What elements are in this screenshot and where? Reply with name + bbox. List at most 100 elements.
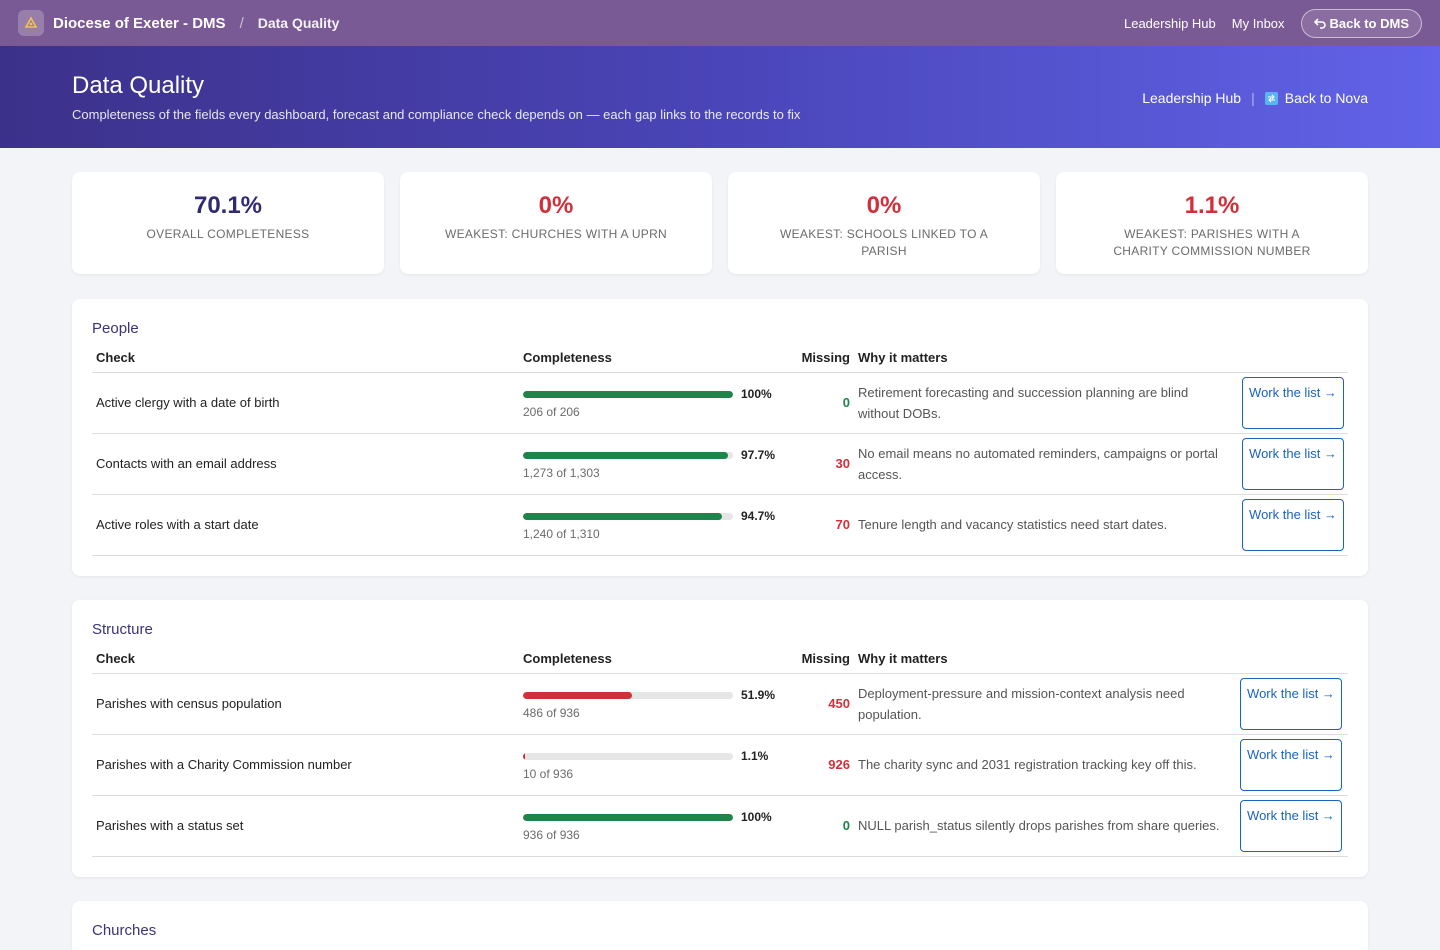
kpi-card-weakest-schools: 0% Weakest: Schools linked to a parish [728,172,1040,274]
why-it-matters: Tenure length and vacancy statistics nee… [854,494,1238,556]
completeness-cell: 206 of 206 100% [519,372,779,434]
work-the-list-button[interactable]: Work the list → [1240,677,1342,730]
record-count: 10 of 936 [523,766,574,781]
why-it-matters: Retirement forecasting and succession pl… [854,372,1238,434]
table-row: Parishes with a status set 936 of 936 100… [92,795,1348,857]
table-header-row: Check Completeness Missing Why it matter… [92,645,1348,674]
progress-bar [523,691,733,699]
check-name: Parishes with census population [92,673,519,735]
header-why: Why it matters [854,344,1238,373]
breadcrumb-separator: / [239,14,244,32]
breadcrumb-current: Data Quality [257,15,340,31]
why-it-matters: Deployment-pressure and mission-context … [854,673,1236,735]
record-count: 206 of 206 [523,404,580,419]
header-missing: Missing [779,344,854,373]
table-row: Active clergy with a date of birth 206 o… [92,372,1348,434]
table-row: Parishes with a Charity Commission numbe… [92,734,1348,796]
header-action [1238,344,1348,373]
completeness-percent: 1.1% [741,748,769,763]
record-count: 936 of 936 [523,827,580,842]
check-name: Contacts with an email address [92,433,519,495]
section-title: Structure [92,621,153,638]
header-link-leadership-hub[interactable]: Leadership Hub [1142,90,1242,106]
top-navbar: Diocese of Exeter - DMS / Data Quality L… [0,0,1440,46]
missing-count: 70 [779,494,854,556]
section-churches: Churches [72,901,1368,950]
check-name: Active clergy with a date of birth [92,372,519,434]
missing-count: 30 [779,433,854,495]
completeness-cell: 10 of 936 1.1% [519,734,779,796]
header-missing: Missing [779,645,854,674]
kpi-card-weakest-charity: 1.1% Weakest: Parishes with a Charity Co… [1056,172,1368,274]
progress-fill [523,813,733,821]
section-title: People [92,320,139,337]
completeness-percent: 100% [741,809,772,824]
back-to-dms-button[interactable]: Back to DMS [1300,8,1422,38]
work-the-list-button[interactable]: Work the list → [1242,498,1344,551]
table-header-row: Check Completeness Missing Why it matter… [92,344,1348,373]
kpi-label: Weakest: Schools linked to a parish [779,227,989,258]
why-it-matters: NULL parish_status silently drops parish… [854,795,1236,857]
completeness-cell: 1,240 of 1,310 94.7% [519,494,779,556]
page-title: Data Quality [72,72,205,99]
completeness-percent: 51.9% [741,687,776,702]
action-cell: Work the list → [1236,673,1348,735]
progress-bar [523,451,733,459]
work-the-list-button[interactable]: Work the list → [1240,738,1342,791]
section-title: Churches [92,922,157,939]
page-subtitle: Completeness of the fields every dashboa… [72,107,801,122]
action-cell: Work the list → [1238,494,1348,556]
record-count: 1,273 of 1,303 [523,465,600,480]
kpi-value: 0% [538,192,574,219]
missing-count: 450 [779,673,854,735]
header-link-separator: | [1251,90,1255,106]
checks-table: Check Completeness Missing Why it matter… [92,344,1348,556]
progress-fill [523,691,632,699]
nav-link-my-inbox[interactable]: My Inbox [1231,15,1285,31]
progress-fill [523,752,526,760]
completeness-percent: 100% [741,386,772,401]
diocese-logo-icon[interactable] [18,10,44,36]
progress-fill [523,451,729,459]
kpi-value: 1.1% [1184,192,1240,219]
header-why: Why it matters [854,645,1236,674]
table-row: Parishes with census population 486 of 9… [92,673,1348,735]
progress-bar [523,390,733,398]
check-name: Parishes with a Charity Commission numbe… [92,734,519,796]
nav-right-group: Leadership Hub My Inbox Back to DMS [1123,8,1422,38]
kpi-label: Weakest: Churches with a UPRN [444,227,668,241]
table-row: Contacts with an email address 1,273 of … [92,433,1348,495]
progress-fill [523,512,722,520]
work-the-list-button[interactable]: Work the list → [1240,799,1342,852]
action-cell: Work the list → [1236,734,1348,796]
completeness-cell: 486 of 936 51.9% [519,673,779,735]
header-links: Leadership Hub | Back to Nova [1142,90,1368,106]
record-count: 1,240 of 1,310 [523,526,600,541]
header-action [1236,645,1348,674]
kpi-value: 0% [866,192,902,219]
completeness-cell: 936 of 936 100% [519,795,779,857]
missing-count: 0 [779,372,854,434]
page-header: Data Quality Completeness of the fields … [0,46,1440,148]
section-structure: Structure Check Completeness Missing Why… [72,600,1368,877]
work-the-list-button[interactable]: Work the list → [1242,437,1344,490]
header-check: Check [92,344,519,373]
why-it-matters: The charity sync and 2031 registration t… [854,734,1236,796]
progress-bar [523,512,733,520]
progress-fill [523,390,733,398]
header-link-back-to-nova[interactable]: Back to Nova [1284,90,1368,106]
completeness-cell: 1,273 of 1,303 97.7% [519,433,779,495]
kpi-row: 70.1% Overall completeness 0% Weakest: C… [72,172,1368,274]
action-cell: Work the list → [1238,372,1348,434]
work-the-list-button[interactable]: Work the list → [1242,376,1344,429]
table-row: Active roles with a start date 1,240 of … [92,494,1348,556]
missing-count: 0 [779,795,854,857]
header-completeness: Completeness [519,344,779,373]
kpi-card-overall: 70.1% Overall completeness [72,172,384,274]
nav-link-leadership-hub[interactable]: Leadership Hub [1123,15,1216,31]
brand-name[interactable]: Diocese of Exeter - DMS [53,14,226,32]
kpi-label: Weakest: Parishes with a Charity Commiss… [1113,227,1311,258]
checks-table: Check Completeness Missing Why it matter… [92,645,1348,857]
progress-bar [523,752,733,760]
kpi-label: Overall completeness [146,227,310,241]
